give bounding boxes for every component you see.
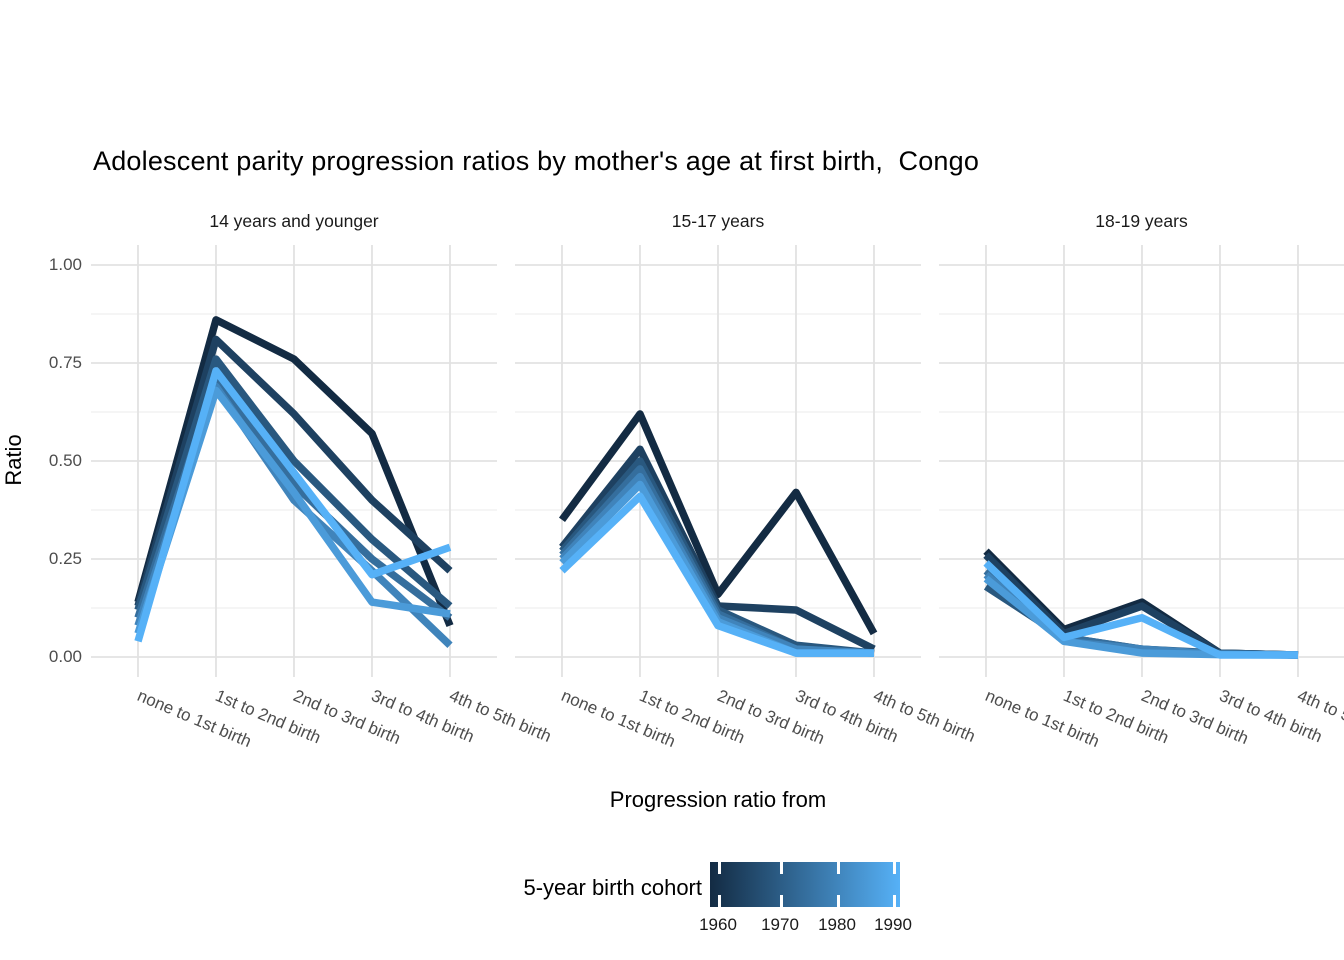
cohort-line-1990-facet-3 [983, 560, 1298, 659]
cohort-line-1960-facet-2 [558, 410, 878, 636]
colorbar-tick-mark [780, 862, 783, 874]
colorbar-tick-mark [893, 895, 896, 907]
legend-tick-label: 1960 [699, 915, 737, 934]
legend-tick-label: 1980 [818, 915, 856, 934]
y-tick-label: 0.00 [48, 647, 82, 666]
legend-colorbar [710, 862, 900, 907]
legend-title: 5-year birth cohort [523, 875, 702, 900]
cohort-line-1965-facet-1 [134, 335, 453, 608]
legend-tick-label: 1990 [874, 915, 912, 934]
y-tick-label: 0.50 [48, 451, 82, 470]
page-title: Adolescent parity progression ratios by … [93, 146, 980, 176]
colorbar-tick-mark [837, 895, 840, 907]
facet-strip-label: 18-19 years [1095, 211, 1188, 231]
y-tick-label: 0.75 [48, 353, 82, 372]
x-axis-title: Progression ratio from [609, 787, 827, 812]
colorbar-tick-mark [837, 862, 840, 874]
colorbar-tick-mark [718, 895, 721, 907]
y-tick-label: 1.00 [48, 255, 82, 274]
facet-strip-label: 15-17 years [671, 211, 765, 231]
facet-strip-label: 14 years and younger [209, 211, 379, 231]
colorbar-tick-mark [893, 862, 896, 874]
y-tick-label: 0.25 [48, 549, 82, 568]
cohort-line-1990-facet-1 [134, 367, 452, 643]
cohort-line-1960-facet-1 [134, 316, 454, 628]
colorbar-tick-mark [780, 895, 783, 907]
legend-tick-label: 1970 [761, 915, 799, 934]
colorbar-tick-mark [718, 862, 721, 874]
cohort-line-1990-facet-2 [559, 492, 874, 657]
